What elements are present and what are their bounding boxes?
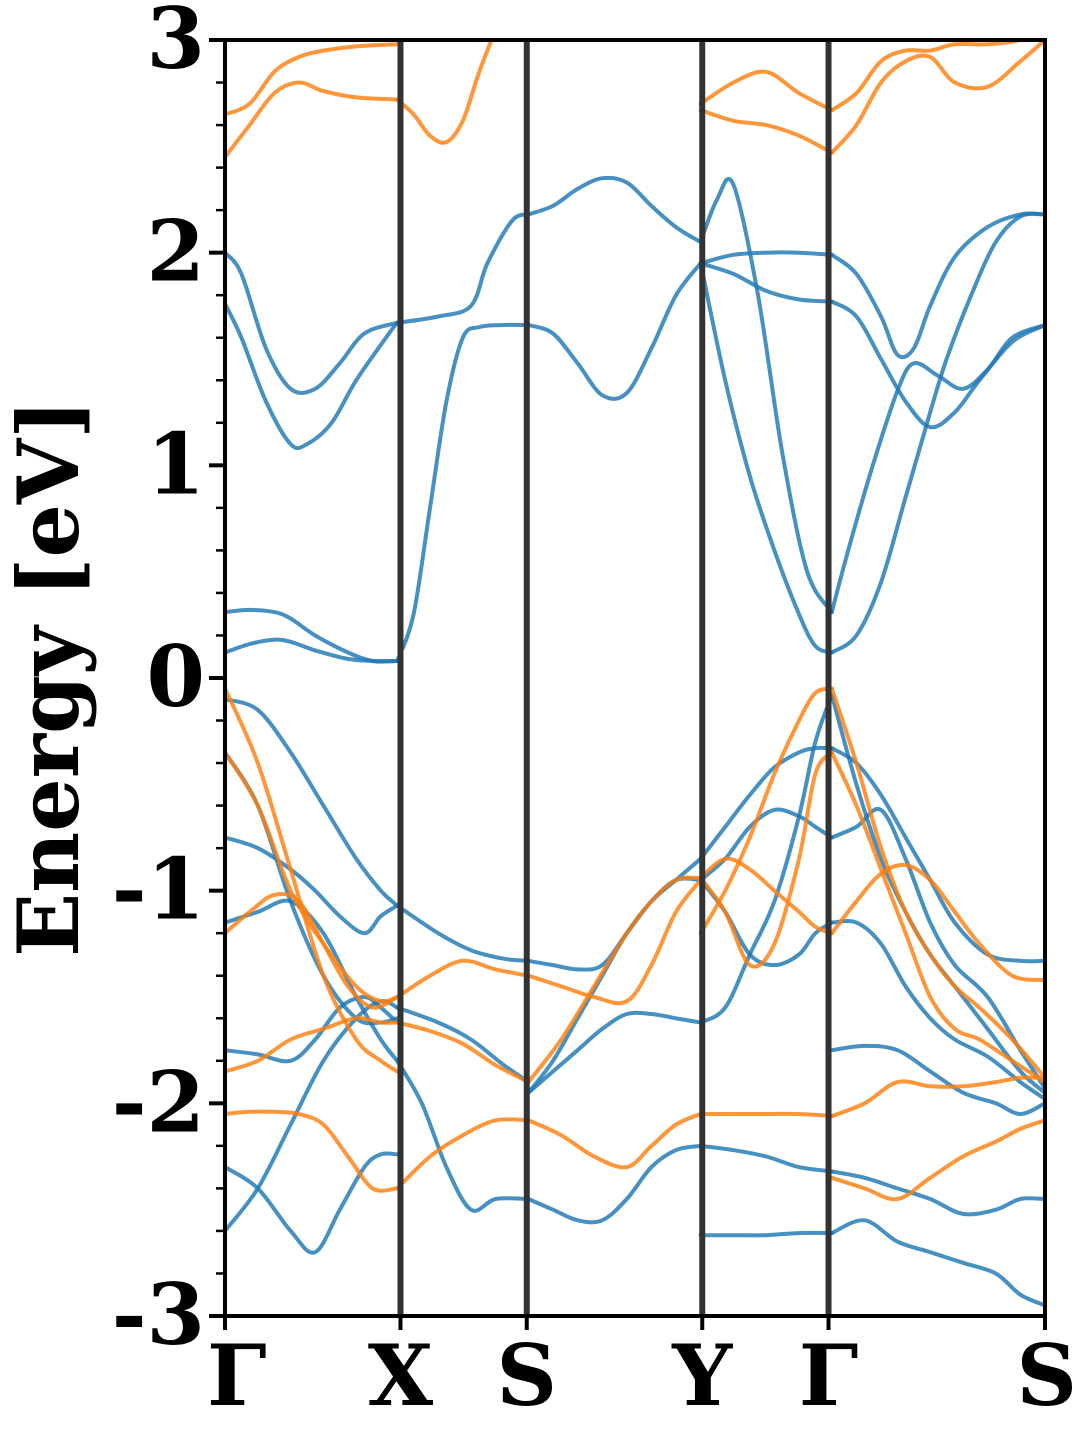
spin-down-band-55	[698, 686, 834, 936]
y-axis-title: Energy [eV]	[0, 399, 98, 957]
k-point-label: X	[368, 1326, 434, 1425]
k-point-label: S	[1016, 1326, 1077, 1425]
spin-up-band-16	[225, 697, 400, 908]
y-tick-label: 0	[147, 627, 205, 726]
spin-up-band-14	[829, 211, 1045, 360]
spin-up-band-37	[395, 1058, 531, 1213]
y-tick-label: -1	[112, 840, 205, 939]
spin-up-band-38	[526, 1143, 703, 1225]
spin-down-band-59	[829, 862, 1045, 982]
spin-up-band-23	[526, 1010, 703, 1095]
spin-up-band-42	[829, 1218, 1045, 1308]
spin-up-band-32	[829, 919, 1045, 1102]
spin-down-band-47	[225, 1109, 400, 1193]
spin-up-band-3	[225, 250, 400, 395]
spin-down-band-53	[526, 1112, 703, 1170]
spin-down-band-62	[829, 1118, 1045, 1202]
y-tick-label: -2	[112, 1052, 205, 1151]
spin-down-band-68	[829, 40, 1045, 155]
spin-up-band-17	[225, 835, 400, 936]
spin-down-band-64	[225, 42, 400, 117]
spin-down-band-56	[698, 750, 834, 969]
spin-down-band-58	[829, 686, 1045, 1080]
spin-down-band-50	[395, 1117, 531, 1191]
spin-up-band-26	[698, 693, 834, 1025]
spin-up-band-11	[698, 261, 834, 304]
y-tick-label: -3	[112, 1265, 205, 1364]
y-tick-label: 3	[147, 0, 205, 88]
spin-down-band-54	[698, 856, 834, 936]
spin-up-band-4	[395, 212, 531, 325]
spin-up-band-20	[395, 903, 531, 963]
spin-down-band-43	[225, 686, 400, 1074]
spin-up-band-1	[225, 607, 400, 664]
spin-up-band-21	[395, 1005, 531, 1085]
spin-up-band-12	[829, 211, 1045, 655]
spin-down-band-49	[395, 1020, 531, 1085]
k-point-label: Γ	[207, 1326, 267, 1425]
spin-up-band-18	[225, 898, 400, 1063]
plot-frame	[223, 38, 1047, 1318]
y-tick-label: 2	[147, 202, 205, 301]
spin-up-band-41	[829, 1169, 1045, 1217]
spin-down-band-65	[395, 40, 494, 145]
spin-up-band-13	[829, 323, 1045, 615]
spin-up-band-10	[698, 250, 834, 266]
spin-down-band-45	[225, 891, 400, 1010]
high-symmetry-lines	[397, 40, 832, 1316]
spin-down-band-61	[829, 1075, 1045, 1119]
k-point-label: Γ	[799, 1326, 859, 1425]
y-tick-label: 1	[147, 414, 205, 513]
spin-up-band-7	[526, 175, 703, 244]
spin-up-band-8	[698, 176, 834, 615]
spin-down-band-63	[225, 80, 400, 159]
spin-down-band-67	[698, 69, 834, 113]
spin-up-band-5	[395, 322, 531, 663]
spin-up-band-0	[225, 637, 400, 664]
k-point-label: Y	[671, 1326, 733, 1425]
spin-down-band-60	[829, 750, 1045, 1085]
spin-down-band-57	[698, 1111, 834, 1119]
spin-up-band-9	[698, 261, 834, 655]
spin-up-band-6	[526, 261, 703, 401]
spin-up-band-36	[225, 1151, 400, 1255]
spin-down-band-48	[395, 958, 531, 999]
spin-down-band-51	[526, 878, 703, 1006]
k-point-label: S	[496, 1326, 557, 1425]
spin-up-band-30	[829, 746, 1045, 964]
spin-up-band-33	[829, 1043, 1045, 1117]
spin-up-band-40	[698, 1230, 834, 1238]
spin-down-band-46	[225, 1016, 400, 1074]
band-lines	[225, 40, 1045, 1308]
spin-up-band-15	[829, 299, 1045, 430]
spin-up-band-2	[225, 301, 400, 451]
spin-up-band-39	[698, 1143, 834, 1174]
spin-up-band-27	[698, 807, 834, 882]
spin-down-band-52	[526, 875, 703, 1085]
spin-down-band-66	[698, 108, 834, 155]
y-axis-ticks: -3 -2 -1 0 1 2 3	[112, 0, 225, 1364]
